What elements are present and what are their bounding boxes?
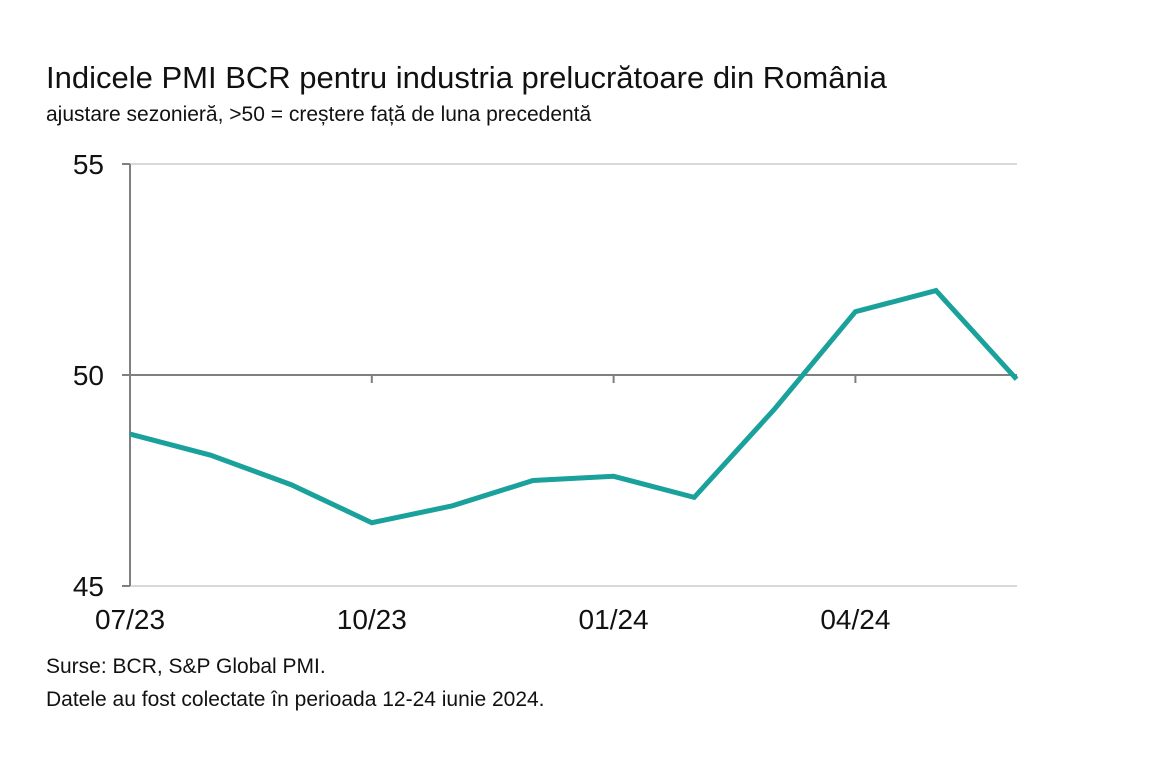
chart-title: Indicele PMI BCR pentru industria preluc…: [46, 60, 887, 95]
y-tick-label-55: 55: [73, 149, 104, 180]
series-layer: [129, 287, 1019, 526]
x-tick-label-10/23: 10/23: [337, 604, 407, 635]
chart-subtitle: ajustare sezonieră, >50 = creștere față …: [46, 103, 592, 126]
y-tick-label-50: 50: [73, 360, 104, 391]
collection-note: Datele au fost colectate în perioada 12-…: [46, 688, 545, 711]
source-note: Surse: BCR, S&P Global PMI.: [46, 655, 326, 678]
x-tick-label-04/24: 04/24: [820, 604, 890, 635]
gridlines: [130, 163, 1017, 587]
x-tick-label-01/24: 01/24: [579, 604, 649, 635]
axes: [122, 163, 1017, 587]
x-tick-label-07/23: 07/23: [95, 604, 165, 635]
x-tick-labels: 07/23 10/23 01/24 04/24: [95, 604, 890, 635]
y-tick-label-45: 45: [73, 571, 104, 602]
series-line-0: [129, 287, 1019, 526]
y-tick-labels: 45 50 55: [73, 149, 104, 602]
